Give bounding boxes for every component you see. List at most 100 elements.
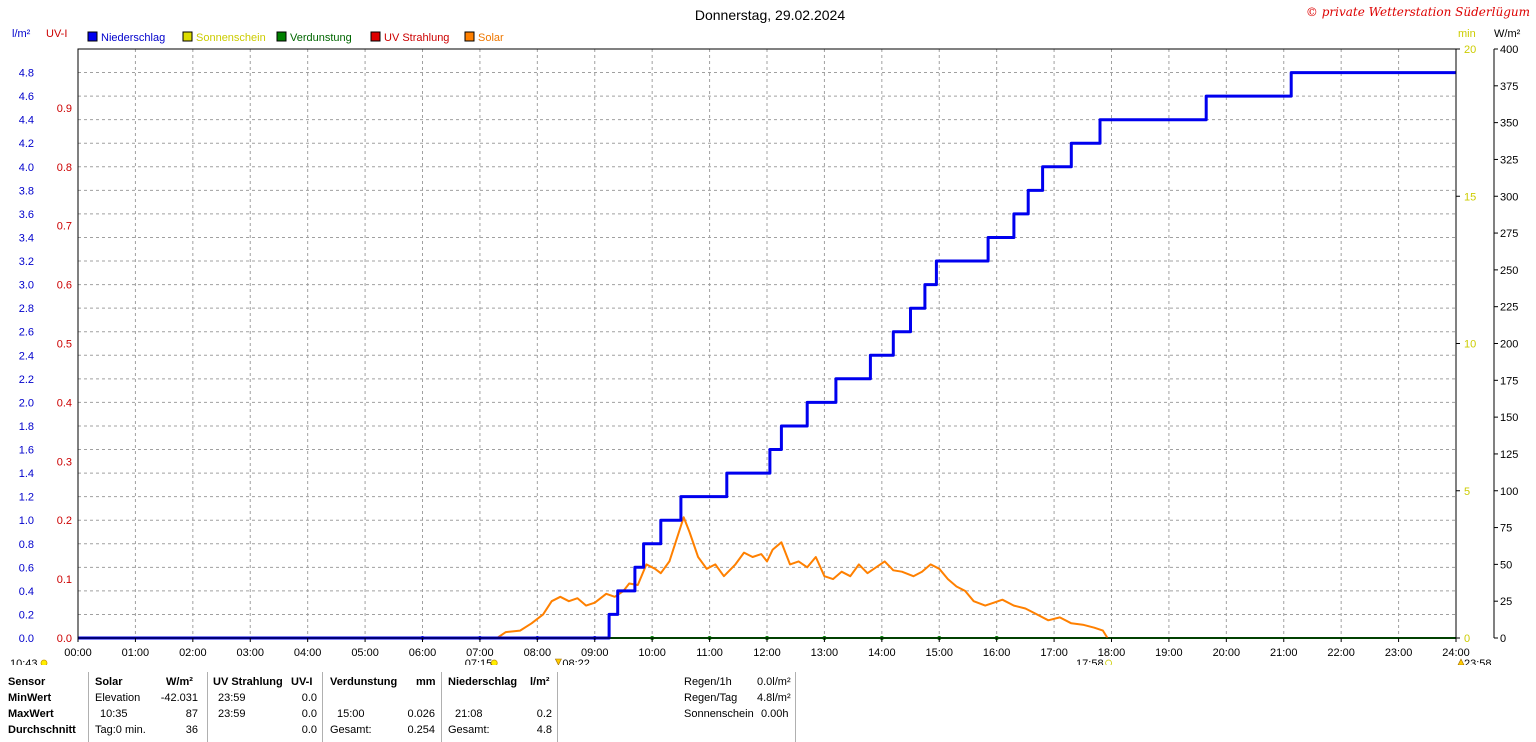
y-tick-label-right-outer: 325 — [1500, 154, 1518, 166]
y-tick-label-right-outer: 300 — [1500, 191, 1518, 203]
uv-max-time: 23:59 — [218, 708, 246, 720]
x-tick-label: 01:00 — [122, 647, 150, 659]
x-tick-label: 10:00 — [638, 647, 666, 659]
y-tick-label-left-outer: 0.8 — [19, 539, 34, 551]
x-tick-label: 07:00 — [466, 647, 494, 659]
y-tick-label-left-inner: 0.6 — [57, 280, 72, 292]
y-tick-label-left-outer: 4.2 — [19, 138, 34, 150]
x-tick-label: 18:00 — [1098, 647, 1126, 659]
y-tick-label-left-inner: 0.1 — [57, 574, 72, 586]
x-tick-label: 08:00 — [524, 647, 552, 659]
summary-rain-day-label: Regen/Tag — [684, 692, 738, 704]
sun-markers: 10:43 07:15 08:22 17:58 23:58 — [10, 658, 1492, 665]
uv-min-time: 23:59 — [218, 692, 246, 704]
chart-legend: Niederschlag Sonnenschein Verdunstung UV St… — [87, 31, 504, 44]
y-tick-label-right-outer: 25 — [1500, 596, 1512, 608]
legend-swatch — [370, 31, 381, 42]
chart-title: Donnerstag, 29.02.2024 — [695, 7, 845, 23]
solar-min-label: Elevation — [95, 692, 141, 704]
rain-header: Niederschlag — [448, 676, 518, 688]
y-tick-label-right-outer: 250 — [1500, 265, 1518, 277]
x-tick-label: 21:00 — [1270, 647, 1298, 659]
legend-label: Niederschlag — [101, 32, 165, 44]
y-tick-label-left-outer: 3.0 — [19, 280, 34, 292]
x-tick-label: 05:00 — [351, 647, 379, 659]
moon-icon — [1457, 658, 1465, 665]
rain-avg-label: Gesamt: — [448, 724, 490, 736]
row-header-min: MinWert — [8, 692, 52, 704]
y-tick-label-left-inner: 0.2 — [57, 515, 72, 527]
row-header-sensor: Sensor — [8, 676, 46, 688]
uv-header: UV Strahlung — [213, 676, 283, 688]
evap-avg-value: 0.254 — [407, 724, 435, 736]
summary-rain-1h-value: 0.0l/m² — [757, 676, 791, 688]
x-tick-label: 16:00 — [983, 647, 1011, 659]
legend-swatch — [464, 31, 475, 42]
solar-max-time: 10:35 — [100, 708, 128, 720]
summary-sunshine-value: 0.00h — [761, 708, 789, 720]
row-header-avg: Durchschnitt — [8, 724, 76, 736]
legend-label: Solar — [478, 32, 504, 44]
y-tick-label-right-outer: 175 — [1500, 375, 1518, 387]
y-tick-label-left-inner: 0.0 — [57, 633, 72, 645]
y-tick-label-left-outer: 3.8 — [19, 185, 34, 197]
y-tick-label-left-outer: 1.6 — [19, 445, 34, 457]
weather-chart: 00:00 01:00 02:00 03:00 04:00 05:00 06:00 07:00… — [10, 5, 1530, 665]
x-tick-label: 24:00 — [1442, 647, 1470, 659]
y-tick-label-left-outer: 1.4 — [19, 468, 34, 480]
stats-table: Sensor MinWert MaxWert Durchschnitt Sola… — [0, 672, 800, 742]
x-tick-label: 03:00 — [236, 647, 264, 659]
legend-label: UV Strahlung — [384, 32, 449, 44]
y-tick-label-left-inner: 0.8 — [57, 162, 72, 174]
evap-max-time: 15:00 — [337, 708, 365, 720]
uv-min-value: 0.0 — [301, 692, 317, 704]
y-tick-label-left-outer: 1.0 — [19, 515, 34, 527]
copyright-text: © private Wetterstation Süderlügum — [1306, 5, 1530, 19]
x-tick-label: 15:00 — [925, 647, 953, 659]
x-tick-label: 09:00 — [581, 647, 609, 659]
x-tick-label: 11:00 — [696, 647, 723, 659]
plot-frame — [77, 48, 1457, 639]
summary-sunshine-label: Sonnenschein — [684, 708, 754, 720]
y-tick-label-left-outer: 0.0 — [19, 633, 34, 645]
y-tick-label-left-outer: 1.2 — [19, 492, 34, 504]
uv-max-value: 0.0 — [301, 708, 317, 720]
y-tick-label-left-outer: 0.2 — [19, 609, 34, 621]
sunrise-label: 07:15 — [465, 658, 493, 665]
y-tick-label-right-inner: 5 — [1464, 486, 1470, 498]
evap-unit: mm — [416, 676, 436, 688]
y-tick-label-right-outer: 200 — [1500, 339, 1518, 351]
y-tick-label-left-outer: 0.6 — [19, 562, 34, 574]
y-tick-label-left-inner: 0.3 — [57, 456, 72, 468]
x-tick-label: 00:00 — [64, 647, 92, 659]
y-tick-label-left-inner: 0.9 — [57, 103, 72, 115]
y-tick-label-right-outer: 350 — [1500, 118, 1518, 130]
marker-left-label: 10:43 — [10, 658, 38, 665]
x-tick-label: 22:00 — [1327, 647, 1355, 659]
y-tick-label-right-outer: 125 — [1500, 449, 1518, 461]
legend-swatch — [87, 31, 98, 42]
axis-unit-left-inner: UV-I — [46, 28, 67, 40]
y-tick-label-left-outer: 1.8 — [19, 421, 34, 433]
legend-swatch — [276, 31, 287, 42]
sunset-icon — [1105, 659, 1112, 665]
evap-header: Verdunstung — [330, 676, 398, 688]
series-line-solar — [496, 516, 1109, 639]
y-tick-label-left-outer: 4.8 — [19, 68, 34, 80]
y-tick-label-right-outer: 150 — [1500, 412, 1518, 424]
evap-avg-label: Gesamt: — [330, 724, 372, 736]
uv-avg-value: 0.0 — [301, 724, 317, 736]
summary-rain-day-value: 4.8l/m² — [757, 692, 791, 704]
solar-header: Solar — [95, 676, 123, 688]
chart-grid — [78, 49, 1456, 638]
y-tick-label-left-outer: 3.6 — [19, 209, 34, 221]
summary-rain-1h-label: Regen/1h — [684, 676, 732, 688]
chart-axes: 00:00 01:00 02:00 03:00 04:00 05:00 06:00 07:00… — [19, 44, 1519, 659]
x-tick-label: 02:00 — [179, 647, 207, 659]
y-tick-label-right-outer: 50 — [1500, 559, 1512, 571]
y-tick-label-left-outer: 0.4 — [19, 586, 34, 598]
x-tick-label: 12:00 — [753, 647, 781, 659]
legend-swatch — [182, 31, 193, 42]
y-tick-label-left-outer: 3.2 — [19, 256, 34, 268]
y-tick-label-right-inner: 20 — [1464, 44, 1476, 56]
